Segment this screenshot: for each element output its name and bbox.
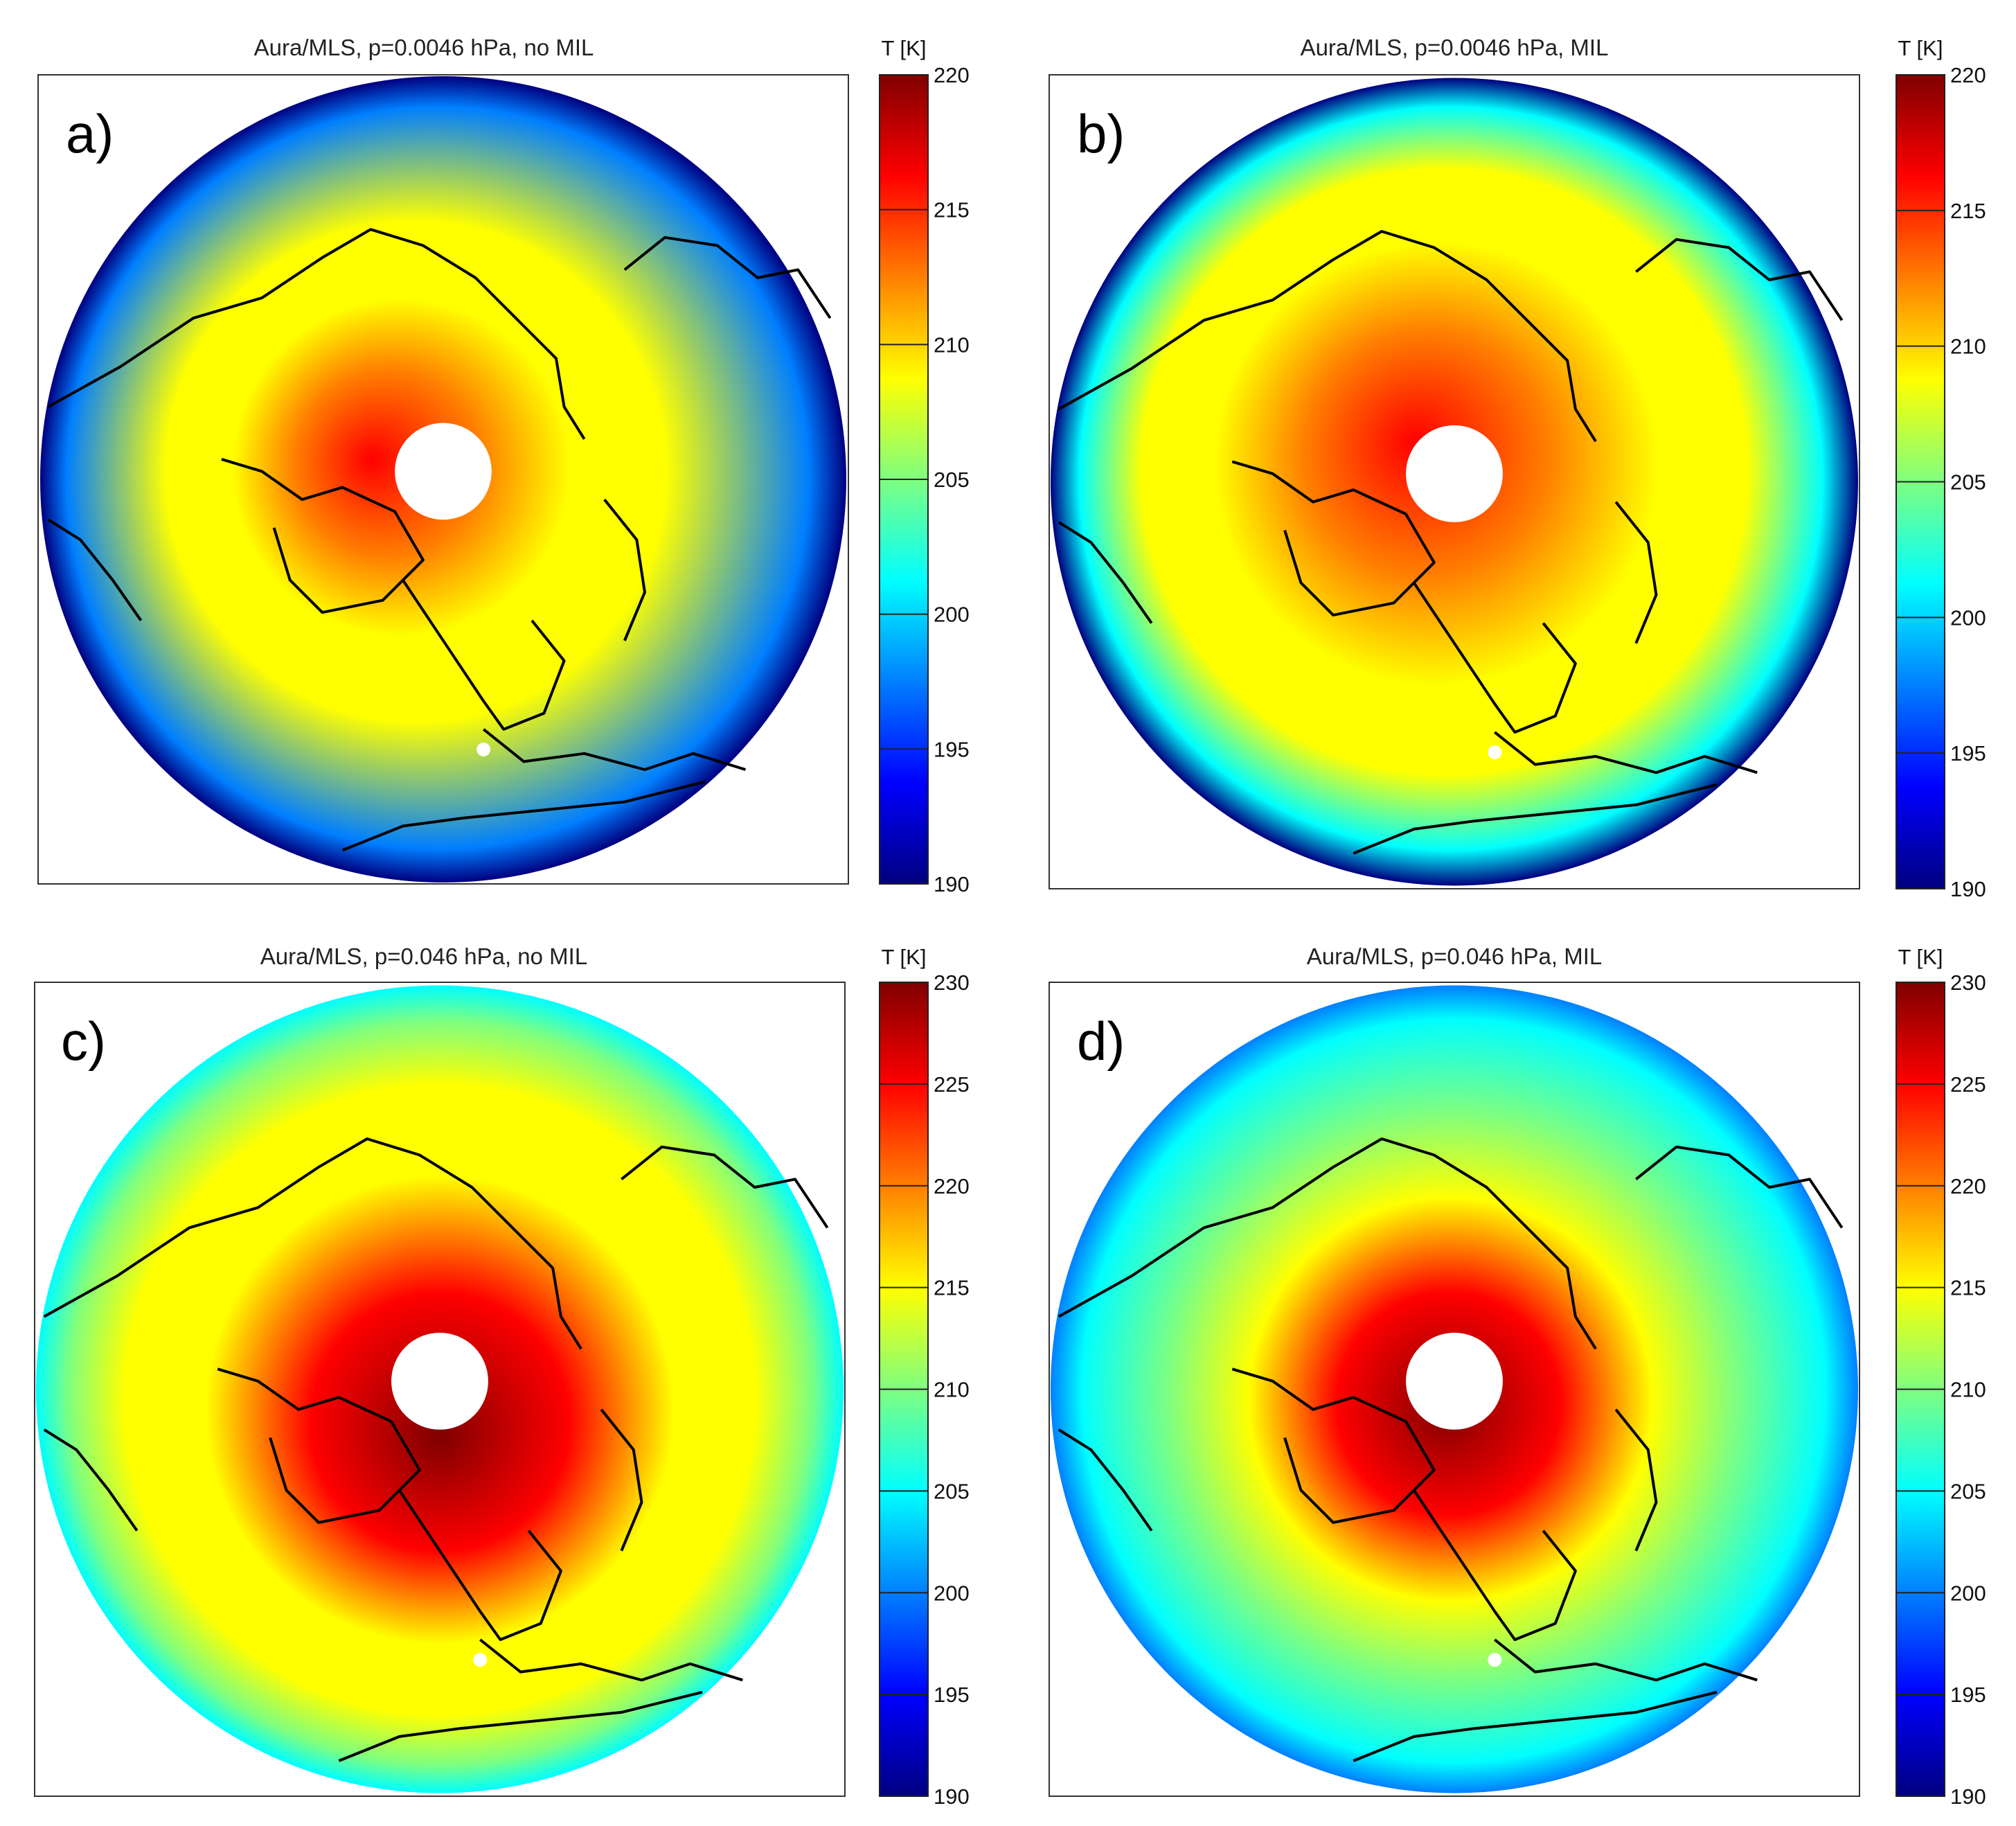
colorbar-tick-label: 195 <box>934 737 970 761</box>
polar-gap <box>1406 425 1503 522</box>
coastline <box>482 728 747 771</box>
coastline <box>43 1137 582 1350</box>
coastline <box>47 518 143 621</box>
colorbar-tick-label: 210 <box>1950 1378 1986 1402</box>
station-marker <box>1488 1653 1502 1667</box>
coastline <box>1058 521 1153 624</box>
colorbar-tick-label: 190 <box>934 1784 970 1809</box>
colorbar-tick-label: 200 <box>934 1581 970 1605</box>
panel-label: a) <box>66 103 114 164</box>
coastline <box>479 1638 743 1682</box>
colorbar-title: T [K] <box>1898 36 1943 60</box>
colorbar-tick-label: 205 <box>1950 1479 1986 1503</box>
colorbar-tick-label: 195 <box>1950 1683 1986 1707</box>
panel-title: Aura/MLS, p=0.0046 hPa, no MIL <box>254 35 594 60</box>
coastline <box>1413 1489 1577 1641</box>
coastline <box>1231 1367 1436 1524</box>
colorbar-title: T [K] <box>882 945 927 969</box>
coastline <box>1058 1428 1153 1532</box>
panel-2: Aura/MLS, p=0.0046 hPa, MIL b) T [K] 190 195… <box>1049 35 1986 901</box>
coastline <box>47 228 586 440</box>
coastline <box>338 1690 703 1762</box>
colorbar-tick-label: 220 <box>1950 63 1986 87</box>
coastline <box>402 579 566 731</box>
coastline <box>1231 460 1436 617</box>
station-marker <box>1488 745 1502 760</box>
coastline <box>623 236 832 319</box>
panel-title: Aura/MLS, p=0.0046 hPa, MIL <box>1301 35 1609 60</box>
coastline <box>1353 783 1718 855</box>
panel-title: Aura/MLS, p=0.046 hPa, MIL <box>1307 943 1603 969</box>
coastline <box>1494 1638 1758 1682</box>
colorbar-tick-label: 220 <box>934 63 970 87</box>
coastline <box>1058 230 1597 443</box>
colorbar-tick-label: 210 <box>934 333 970 357</box>
colorbar-tick-label: 190 <box>934 872 970 896</box>
colorbar-tick-label: 200 <box>934 603 970 627</box>
polar-gap <box>395 423 492 520</box>
coastline <box>621 1145 829 1229</box>
colorbar-tick-label: 215 <box>1950 1276 1986 1300</box>
panel-label: b) <box>1077 103 1125 164</box>
coastline <box>1635 1145 1844 1229</box>
colorbar-tick-label: 205 <box>1950 470 1986 495</box>
colorbar-tick-label: 200 <box>1950 605 1986 630</box>
coastline <box>217 1367 421 1524</box>
colorbar-tick-label: 190 <box>1950 877 1986 901</box>
colorbar-title: T [K] <box>882 36 927 60</box>
colorbar-title: T [K] <box>1898 945 1943 969</box>
coastline <box>1494 731 1758 774</box>
colorbar-tick-label: 220 <box>1950 1174 1986 1198</box>
coastline <box>43 1428 139 1532</box>
colorbar-tick-label: 215 <box>934 1276 970 1300</box>
panel-1: Aura/MLS, p=0.0046 hPa, no MIL a) T [K] 190… <box>37 35 970 896</box>
coastline <box>600 1408 643 1552</box>
panel-4: Aura/MLS, p=0.046 hPa, MIL d) T [K] 190 195 2… <box>1049 943 1986 1809</box>
colorbar-tick-label: 190 <box>1950 1784 1986 1809</box>
panel-title: Aura/MLS, p=0.046 hPa, no MIL <box>260 943 587 969</box>
colorbar-tick-label: 205 <box>934 1479 970 1503</box>
station-marker <box>473 1653 488 1667</box>
colorbar-tick-label: 200 <box>1950 1581 1986 1605</box>
colorbar-tick-label: 220 <box>934 1174 970 1198</box>
coastline <box>1635 238 1844 321</box>
polar-gap <box>1406 1332 1503 1430</box>
panel-3: Aura/MLS, p=0.046 hPa, no MIL c) T [K] 190 1… <box>34 943 970 1809</box>
coastline <box>398 1489 562 1641</box>
station-marker <box>476 742 491 756</box>
coastline <box>1058 1137 1597 1350</box>
colorbar-tick-label: 215 <box>934 198 970 222</box>
colorbar-tick-label: 195 <box>934 1683 970 1707</box>
coastline <box>1614 1408 1658 1552</box>
polar-gap <box>391 1332 488 1430</box>
colorbar-tick-label: 195 <box>1950 741 1986 765</box>
coastline <box>1614 501 1658 644</box>
colorbar-tick-label: 210 <box>1950 335 1986 359</box>
coastline <box>1353 1690 1718 1762</box>
coastline <box>221 457 425 614</box>
panel-label: d) <box>1077 1011 1125 1072</box>
colorbar-tick-label: 225 <box>934 1072 970 1097</box>
panel-label: c) <box>61 1011 106 1072</box>
coastline <box>603 498 646 641</box>
colorbar-tick-label: 210 <box>934 1378 970 1402</box>
colorbar-tick-label: 225 <box>1950 1072 1986 1097</box>
colorbar-tick-label: 230 <box>934 970 970 995</box>
colorbar-tick-label: 215 <box>1950 199 1986 223</box>
colorbar-tick-label: 230 <box>1950 970 1986 995</box>
coastline <box>1413 582 1577 734</box>
coastline <box>341 780 706 852</box>
colorbar-tick-label: 205 <box>934 468 970 492</box>
